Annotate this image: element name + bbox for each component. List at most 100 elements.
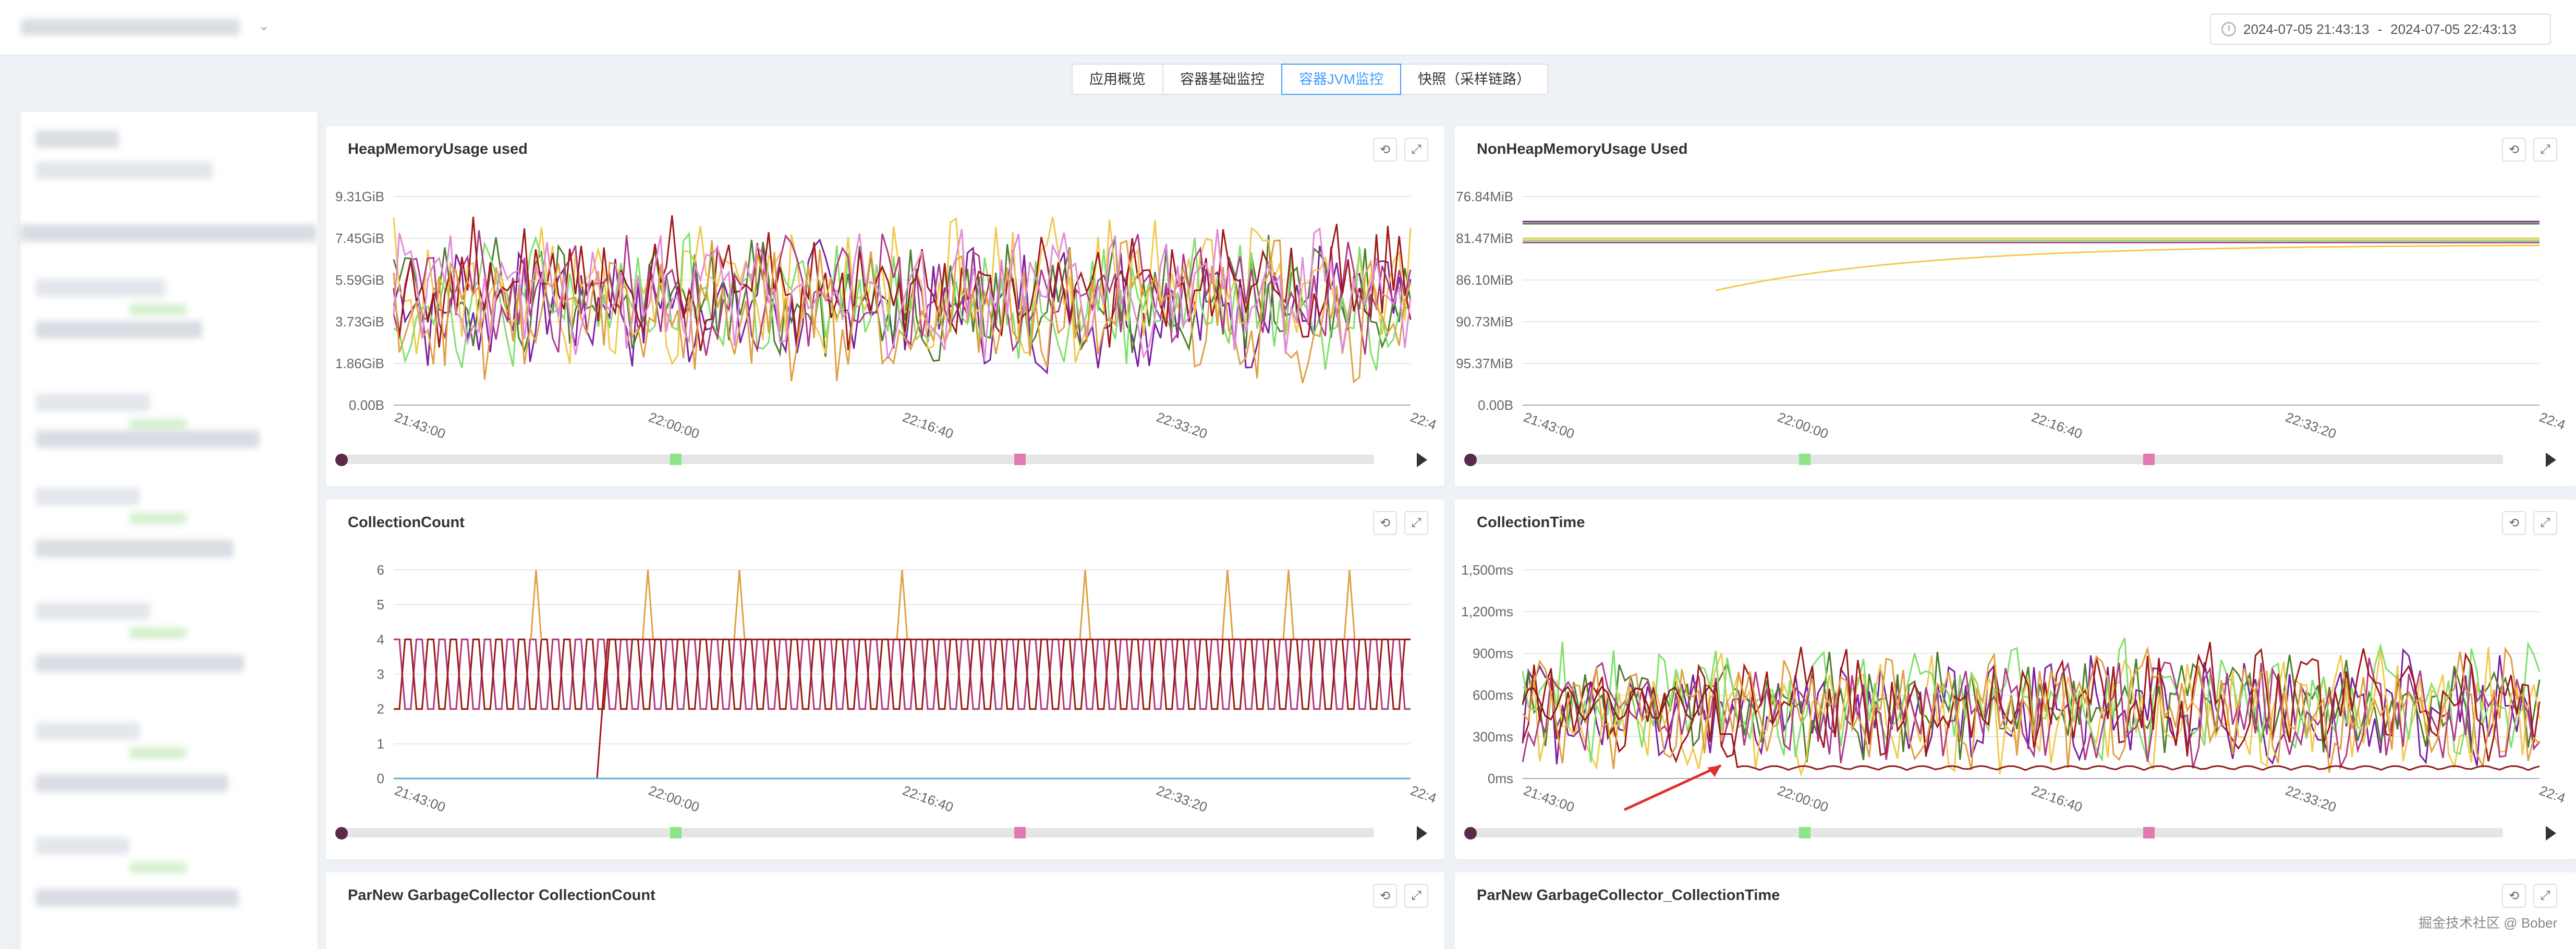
sidebar-item-blurred[interactable]: [20, 224, 317, 242]
play-icon: [2546, 826, 2556, 841]
x-tick-label: 21:43:00: [393, 409, 447, 442]
series-line: [393, 227, 1412, 361]
series-line: [1522, 651, 2541, 762]
legend-swatch: [1014, 827, 1026, 838]
x-tick-label: 22:33:20: [1155, 409, 1209, 442]
sidebar-item-blurred[interactable]: [35, 321, 202, 338]
y-tick-label: 4: [377, 631, 384, 647]
y-tick-label: 1,200ms: [1461, 604, 1513, 619]
sidebar-item-blurred[interactable]: [35, 394, 150, 411]
sidebar-item-blurred[interactable]: [35, 162, 213, 179]
refresh-icon[interactable]: ⟲: [2502, 511, 2526, 535]
y-tick-label: 5.59GiB: [335, 272, 384, 288]
clock-icon: [2221, 22, 2236, 36]
sidebar-item-blurred[interactable]: [35, 488, 140, 505]
sidebar-item-blurred[interactable]: [35, 430, 260, 448]
refresh-icon[interactable]: ⟲: [2502, 884, 2526, 908]
series-line: [1522, 658, 2541, 770]
x-tick-label: 22:4: [2537, 409, 2568, 433]
refresh-icon[interactable]: ⟲: [1373, 138, 1397, 162]
legend-blurred: [336, 828, 1374, 837]
x-tick-label: 22:33:20: [1155, 782, 1209, 815]
sidebar-item-blurred[interactable]: [35, 722, 140, 740]
series-line: [393, 239, 1412, 384]
top-bar: ⌄ 2024-07-05 21:43:13 - 2024-07-05 22:43…: [0, 0, 2576, 56]
zoom-reset-icon[interactable]: ⤢: [1404, 511, 1428, 535]
sidebar-item-blurred[interactable]: [35, 602, 150, 620]
y-tick-label: 0: [377, 771, 384, 786]
y-tick-label: 0ms: [1488, 771, 1513, 786]
tab-app-overview[interactable]: 应用概览: [1072, 64, 1163, 95]
sidebar-item-blurred[interactable]: [35, 774, 228, 792]
sidebar-item-status-blurred: [129, 304, 187, 315]
y-tick-label: 7.45GiB: [335, 230, 384, 246]
annotation-arrowhead: [1707, 765, 1721, 777]
y-tick-label: 76.84MiB: [1456, 189, 1513, 204]
x-tick-label: 22:4: [1408, 782, 1439, 806]
sidebar-item-status-blurred: [129, 513, 187, 524]
zoom-reset-icon[interactable]: ⤢: [1404, 138, 1428, 162]
y-tick-label: 600ms: [1473, 687, 1513, 703]
sidebar-item-status-blurred: [129, 419, 187, 430]
y-tick-label: 300ms: [1473, 729, 1513, 745]
x-tick-label: 22:00:00: [1776, 409, 1830, 442]
sidebar-item-blurred[interactable]: [35, 540, 234, 557]
panel-title: ParNew GarbageCollector_CollectionTime: [1477, 887, 1780, 904]
series-line: [394, 638, 1411, 710]
collection-time-panel: CollectionTime ⟲ ⤢ 1,500ms 1,200ms 900ms 60…: [1455, 500, 2576, 859]
sidebar-item-status-blurred: [129, 862, 187, 873]
y-tick-label: 81.47MiB: [1456, 230, 1513, 246]
series-line: [1522, 647, 2541, 777]
sidebar-item-blurred[interactable]: [35, 654, 244, 672]
x-tick-label: 22:33:20: [2283, 782, 2338, 815]
series-line: [1522, 646, 2541, 773]
time-range-picker[interactable]: 2024-07-05 21:43:13 - 2024-07-05 22:43:1…: [2210, 14, 2551, 45]
sidebar-item-status-blurred: [129, 627, 187, 639]
panel-title: CollectionTime: [1477, 514, 1585, 531]
legend-swatch: [670, 827, 682, 838]
y-tick-label: 0.00B: [349, 397, 384, 413]
panel-title: NonHeapMemoryUsage Used: [1477, 141, 1688, 157]
series-line-low: [1522, 685, 2540, 771]
series-line: [393, 232, 1411, 371]
legend-swatch: [1014, 454, 1026, 465]
legend-swatch: [2143, 454, 2155, 465]
tab-container-jvm[interactable]: 容器JVM监控: [1281, 64, 1401, 95]
collection-time-chart: 1,500ms 1,200ms 900ms 600ms 300ms 0ms 21:43:00…: [1461, 562, 2568, 841]
time-range-separator: -: [2377, 21, 2383, 37]
refresh-icon[interactable]: ⟲: [2502, 138, 2526, 162]
sidebar-item-blurred[interactable]: [35, 889, 239, 907]
x-tick-label: 21:43:00: [1522, 409, 1576, 442]
play-icon: [1417, 826, 1427, 841]
sidebar-edge: [9, 112, 21, 949]
sidebar-item-blurred[interactable]: [35, 837, 129, 855]
y-tick-label: 6: [377, 562, 384, 578]
zoom-reset-icon[interactable]: ⤢: [2533, 138, 2557, 162]
zoom-reset-icon[interactable]: ⤢: [1404, 884, 1428, 908]
legend-marker: [335, 827, 348, 840]
refresh-icon[interactable]: ⟲: [1373, 884, 1397, 908]
zoom-reset-icon[interactable]: ⤢: [2533, 884, 2557, 908]
series-line: [1522, 642, 2541, 763]
tab-container-basic[interactable]: 容器基础监控: [1162, 64, 1282, 95]
refresh-icon[interactable]: ⟲: [1373, 511, 1397, 535]
panel-title: ParNew GarbageCollector CollectionCount: [348, 887, 655, 904]
zoom-reset-icon[interactable]: ⤢: [2533, 511, 2557, 535]
sidebar-item-blurred[interactable]: [35, 130, 119, 148]
monitor-tabs: 应用概览 容器基础监控 容器JVM监控 快照（采样链路）: [1072, 64, 1548, 95]
sidebar-item-blurred[interactable]: [35, 279, 166, 297]
x-tick-label: 22:00:00: [1776, 782, 1830, 815]
chevron-down-icon: ⌄: [258, 18, 270, 33]
x-tick-label: 22:4: [1408, 409, 1439, 433]
tab-snapshot[interactable]: 快照（采样链路）: [1400, 64, 1548, 95]
parnew-time-panel: ParNew GarbageCollector_CollectionTime ⟲…: [1455, 872, 2576, 949]
app-selector[interactable]: ⌄: [21, 17, 270, 38]
play-icon: [2546, 453, 2556, 467]
legend-swatch: [1799, 827, 1811, 838]
x-tick-label: 22:4: [2537, 782, 2568, 806]
x-tick-label: 22:00:00: [647, 409, 701, 442]
x-tick-label: 21:43:00: [1522, 782, 1576, 815]
series-spike: [896, 569, 908, 640]
y-tick-label: 90.73MiB: [1456, 314, 1513, 330]
legend-blurred: [336, 455, 1374, 464]
